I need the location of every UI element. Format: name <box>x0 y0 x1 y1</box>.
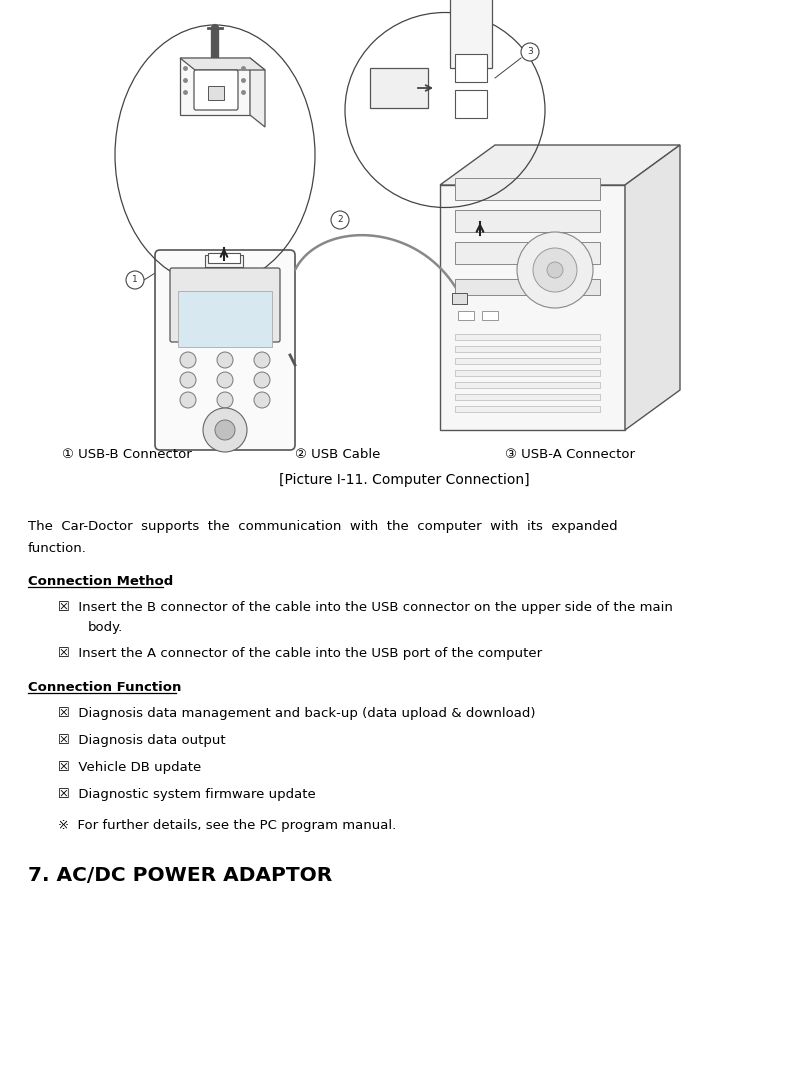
Bar <box>482 311 498 320</box>
Circle shape <box>254 352 270 367</box>
FancyBboxPatch shape <box>170 268 280 341</box>
Bar <box>455 210 600 232</box>
Polygon shape <box>180 59 250 115</box>
Bar <box>458 311 474 320</box>
Text: The  Car-Doctor  supports  the  communication  with  the  computer  with  its  e: The Car-Doctor supports the communicatio… <box>28 520 617 533</box>
Polygon shape <box>440 185 625 430</box>
Circle shape <box>331 211 349 229</box>
Bar <box>452 293 467 304</box>
Text: ① USB-B Connector: ① USB-B Connector <box>62 448 191 461</box>
Circle shape <box>517 232 593 308</box>
Circle shape <box>203 408 247 452</box>
Circle shape <box>254 392 270 408</box>
Bar <box>455 370 600 376</box>
Circle shape <box>180 372 196 388</box>
Bar <box>178 291 272 347</box>
Bar <box>208 86 224 100</box>
Bar <box>455 406 600 412</box>
Bar <box>205 255 243 267</box>
Bar <box>455 90 487 118</box>
Circle shape <box>533 248 577 292</box>
Text: ☒  Vehicle DB update: ☒ Vehicle DB update <box>58 761 201 774</box>
Text: body.: body. <box>88 621 124 634</box>
Text: 7. AC/DC POWER ADAPTOR: 7. AC/DC POWER ADAPTOR <box>28 866 332 885</box>
Bar <box>450 0 492 68</box>
FancyBboxPatch shape <box>194 70 238 109</box>
Bar <box>455 279 600 295</box>
Polygon shape <box>180 59 265 70</box>
Text: Connection Method: Connection Method <box>28 575 173 588</box>
Bar <box>455 178 600 201</box>
Polygon shape <box>440 145 680 185</box>
Circle shape <box>254 372 270 388</box>
Text: 2: 2 <box>337 216 343 224</box>
Circle shape <box>217 392 233 408</box>
Text: 3: 3 <box>527 48 532 56</box>
Bar <box>455 54 487 82</box>
Bar <box>455 346 600 352</box>
Text: ③ USB-A Connector: ③ USB-A Connector <box>505 448 635 461</box>
Circle shape <box>521 43 539 61</box>
Circle shape <box>180 392 196 408</box>
Bar <box>455 382 600 388</box>
Text: ※  For further details, see the PC program manual.: ※ For further details, see the PC progra… <box>58 820 396 833</box>
Text: ☒  Diagnostic system firmware update: ☒ Diagnostic system firmware update <box>58 788 316 801</box>
Bar <box>455 334 600 340</box>
Bar <box>370 68 428 108</box>
Circle shape <box>126 271 144 289</box>
Polygon shape <box>250 59 265 127</box>
Bar <box>455 358 600 364</box>
Circle shape <box>217 372 233 388</box>
Text: ☒  Insert the B connector of the cable into the USB connector on the upper side : ☒ Insert the B connector of the cable in… <box>58 601 673 614</box>
Text: ☒  Diagnosis data management and back-up (data upload & download): ☒ Diagnosis data management and back-up … <box>58 707 536 720</box>
Text: Connection Function: Connection Function <box>28 681 181 694</box>
Circle shape <box>217 352 233 367</box>
Text: [Picture I-11. Computer Connection]: [Picture I-11. Computer Connection] <box>279 473 529 487</box>
Circle shape <box>215 420 235 440</box>
Text: ☒  Diagnosis data output: ☒ Diagnosis data output <box>58 734 225 747</box>
Bar <box>455 393 600 400</box>
Bar <box>208 253 240 263</box>
Bar <box>455 242 600 264</box>
Text: 1: 1 <box>133 275 138 284</box>
Text: ☒  Insert the A connector of the cable into the USB port of the computer: ☒ Insert the A connector of the cable in… <box>58 647 542 660</box>
Circle shape <box>547 262 563 278</box>
Text: function.: function. <box>28 542 87 555</box>
FancyBboxPatch shape <box>155 250 295 450</box>
Polygon shape <box>625 145 680 430</box>
Circle shape <box>180 352 196 367</box>
Text: ② USB Cable: ② USB Cable <box>295 448 381 461</box>
